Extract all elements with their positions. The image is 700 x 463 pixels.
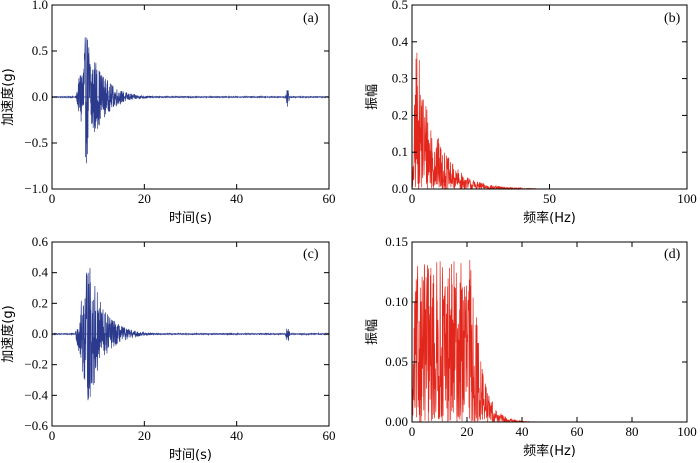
- x-tick-label: 20: [138, 191, 151, 206]
- x-tick-label: 20: [461, 424, 474, 439]
- plot-frame: [411, 4, 688, 190]
- y-tick-label: 0.4: [392, 34, 409, 49]
- x-tick-label: 40: [230, 191, 243, 206]
- x-tick-label: 60: [323, 428, 336, 443]
- x-tick-label: 50: [543, 191, 556, 206]
- x-axis-title: 频率(Hz): [523, 210, 576, 226]
- y-axis-title: 振幅: [365, 319, 380, 345]
- x-axis-title: 频率(Hz): [523, 443, 576, 459]
- x-axis-title: 时间(s): [169, 448, 212, 463]
- y-tick-label: −1.0: [24, 181, 48, 196]
- y-tick-label: 0.6: [32, 234, 49, 249]
- panel-d-spectrum-chart: (d) 0 20 40 60 80 100 0.00 0.05 0.10 0.15 频率(Hz) 振幅: [365, 234, 697, 459]
- y-tick-label: 1.0: [32, 0, 48, 12]
- x-axis-title: 时间(s): [169, 211, 212, 226]
- x-tick-label: 60: [571, 424, 584, 439]
- y-tick-label: 0.4: [32, 265, 49, 280]
- x-tick-label: 0: [409, 424, 416, 439]
- x-tick-label: 20: [138, 428, 151, 443]
- y-tick-label: −0.4: [24, 387, 48, 402]
- y-tick-label: 0.5: [32, 43, 48, 58]
- y-tick-label: 0.0: [392, 181, 408, 196]
- y-tick-label: 0.3: [392, 71, 408, 86]
- y-tick-label: −0.2: [24, 357, 48, 372]
- x-tick-label: 0: [49, 191, 56, 206]
- y-tick-label: 0.2: [32, 295, 48, 310]
- y-tick-label: 0.1: [392, 144, 408, 159]
- y-tick-label: 0.0: [32, 326, 48, 341]
- y-tick-label: 0.00: [385, 414, 408, 429]
- panel-label-c: (c): [303, 247, 319, 262]
- x-tick-label: 40: [230, 428, 243, 443]
- x-tick-label: 60: [323, 191, 336, 206]
- x-tick-label: 40: [516, 424, 529, 439]
- x-tick-label: 80: [626, 424, 639, 439]
- y-tick-label: 0.0: [32, 89, 48, 104]
- y-axis-title: 加速度(g): [0, 305, 16, 362]
- amplitude-spectrum-line: [411, 260, 577, 424]
- plot-frame: [411, 241, 688, 423]
- panel-label-d: (d): [664, 247, 681, 262]
- panel-a-acceleration-chart: (a) 0 20 40 60 −1.0 −0.5 0.0 0.5 1.0 时间(s) 加速度(g): [0, 0, 336, 226]
- amplitude-spectrum-line: [411, 52, 577, 191]
- panel-label-b: (b): [664, 11, 681, 26]
- x-tick-label: 100: [677, 191, 697, 206]
- y-axis-title: 振幅: [365, 84, 380, 110]
- y-tick-label: 0.2: [392, 107, 408, 122]
- panel-c-acceleration-chart: (c) 0 20 40 60 −0.6 −0.4 −0.2 0.0 0.2 0.4 0.6 时间(s)…: [0, 234, 336, 463]
- panel-b-spectrum-chart: (b) 0 50 100 0.0 0.1 0.2 0.3 0.4 0.5 频率(Hz) 振幅: [365, 0, 697, 226]
- y-tick-label: 0.15: [385, 234, 408, 249]
- y-tick-label: 0.10: [385, 294, 408, 309]
- y-axis-title: 加速度(g): [0, 68, 16, 125]
- y-tick-label: 0.05: [385, 354, 408, 369]
- x-tick-label: 0: [409, 191, 416, 206]
- x-tick-label: 100: [677, 424, 697, 439]
- panel-label-a: (a): [303, 11, 319, 26]
- y-tick-label: 0.5: [392, 0, 408, 12]
- x-tick-label: 0: [49, 428, 56, 443]
- acceleration-series-line: [51, 37, 330, 164]
- y-tick-label: −0.5: [24, 135, 48, 150]
- y-tick-label: −0.6: [24, 418, 48, 433]
